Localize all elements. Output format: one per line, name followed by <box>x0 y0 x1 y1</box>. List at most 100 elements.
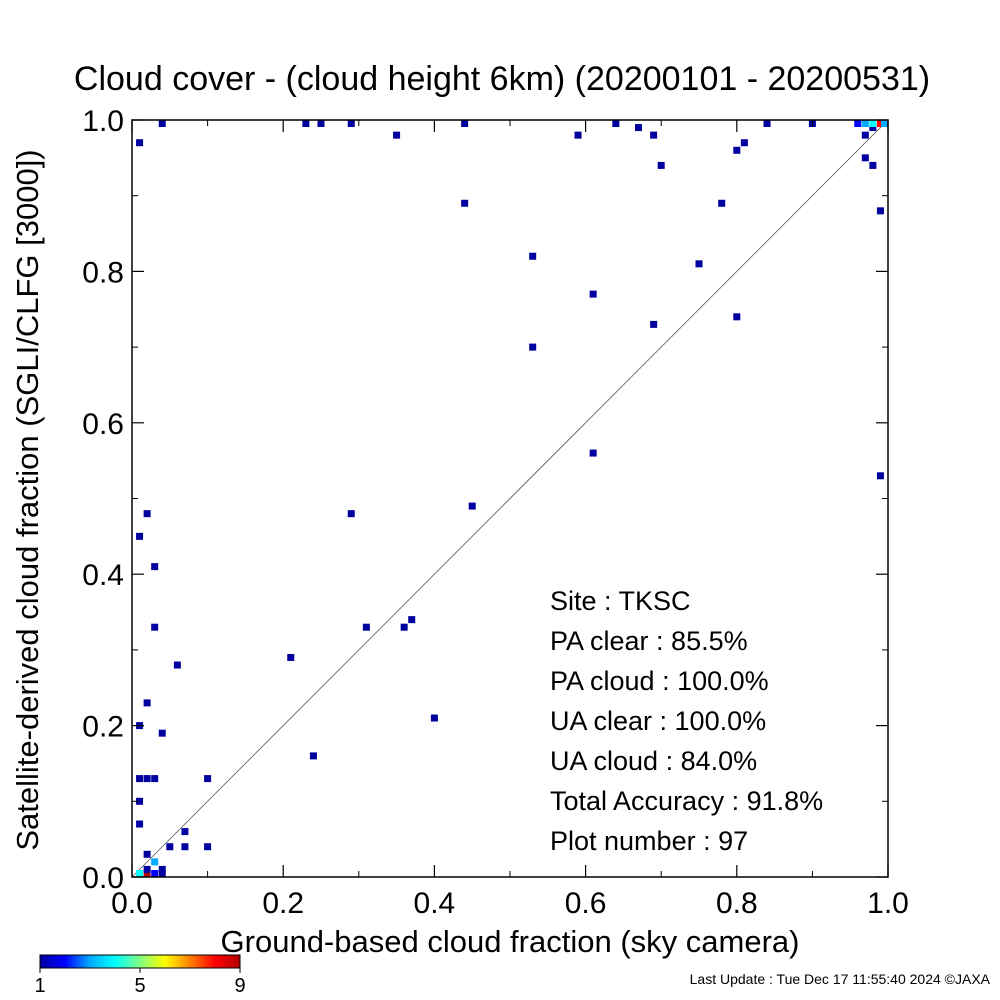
data-point-32 <box>347 510 355 518</box>
chart-title: Cloud cover - (cloud height 6km) (202001… <box>74 60 930 98</box>
data-point-15 <box>143 775 151 783</box>
colorbar-label-0: 1 <box>34 975 45 997</box>
data-point-16 <box>151 775 159 783</box>
stat-line-3: UA clear : 100.0% <box>550 706 766 736</box>
y-tick-label-2: 0.4 <box>82 559 124 592</box>
data-point-24 <box>287 653 295 661</box>
data-point-43 <box>461 199 469 207</box>
data-point-45 <box>657 161 665 169</box>
data-point-59 <box>317 120 325 127</box>
x-axis-label: Ground-based cloud fraction (sky camera) <box>221 924 800 959</box>
data-point-62 <box>612 120 620 127</box>
data-point-11 <box>181 828 189 836</box>
stat-line-5: Total Accuracy : 91.8% <box>550 786 823 816</box>
data-point-36 <box>529 343 537 351</box>
data-point-13 <box>136 797 144 805</box>
y-tick-label-5: 1.0 <box>82 105 124 138</box>
data-point-49 <box>740 139 748 147</box>
stat-line-0: Site : TKSC <box>550 586 691 616</box>
data-point-57 <box>158 120 166 127</box>
plot-area: 0.0 0.2 0.4 0.6 0.8 1.0 0.0 0.2 0.4 0.6 0.8 1.0 <box>82 105 909 920</box>
data-point-9 <box>181 843 189 851</box>
colorbar: 1 5 9 <box>34 954 246 997</box>
statistics-panel: Site : TKSC PA clear : 85.5% PA cloud : 10… <box>550 586 823 856</box>
data-point-54 <box>861 131 869 139</box>
data-point-51 <box>393 131 401 139</box>
stat-line-4: UA cloud : 84.0% <box>550 746 757 776</box>
data-point-41 <box>529 252 537 260</box>
data-point-47 <box>861 154 869 162</box>
data-point-6 <box>151 858 159 866</box>
stat-line-1: PA clear : 85.5% <box>550 626 748 656</box>
data-point-18 <box>309 752 317 760</box>
data-point-1 <box>143 870 151 877</box>
data-point-12 <box>136 820 144 828</box>
data-point-33 <box>468 502 476 510</box>
data-point-67 <box>869 120 877 127</box>
x-tick-label-4: 0.8 <box>716 887 758 920</box>
data-point-8 <box>166 843 174 851</box>
data-point-65 <box>854 120 862 127</box>
data-point-19 <box>158 729 166 737</box>
data-point-48 <box>733 146 741 154</box>
data-point-31 <box>143 510 151 518</box>
data-point-46 <box>869 161 877 169</box>
y-tick-label-4: 0.8 <box>82 256 124 289</box>
data-point-2 <box>151 870 159 877</box>
data-point-50 <box>136 139 144 147</box>
stat-line-6: Plot number : 97 <box>550 826 748 856</box>
data-point-3 <box>158 870 166 877</box>
data-point-44 <box>718 199 726 207</box>
data-point-35 <box>589 449 597 457</box>
data-point-34 <box>876 472 884 480</box>
data-point-63 <box>763 120 771 127</box>
data-point-5 <box>158 865 166 873</box>
x-tick-label-1: 0.2 <box>262 887 304 920</box>
data-point-60 <box>347 120 355 127</box>
data-point-61 <box>461 120 469 127</box>
data-point-58 <box>302 120 310 127</box>
data-point-17 <box>204 775 212 783</box>
data-point-30 <box>136 532 144 540</box>
data-point-40 <box>695 260 703 268</box>
data-point-4 <box>143 865 151 873</box>
data-point-0 <box>136 870 144 877</box>
data-point-56 <box>869 124 877 132</box>
one-to-one-line <box>131 119 889 878</box>
data-point-14 <box>136 775 144 783</box>
data-point-38 <box>733 313 741 321</box>
x-tick-label-5: 1.0 <box>867 887 909 920</box>
data-point-52 <box>574 131 582 139</box>
data-point-66 <box>861 120 869 127</box>
data-point-53 <box>650 131 658 139</box>
data-point-28 <box>408 616 416 624</box>
y-tick-label-3: 0.6 <box>82 408 124 441</box>
colorbar-label-2: 9 <box>234 975 245 997</box>
y-tick-label-0: 0.0 <box>82 862 124 895</box>
data-point-23 <box>173 661 181 669</box>
colorbar-label-1: 5 <box>134 975 145 997</box>
data-point-25 <box>151 623 159 631</box>
stat-line-2: PA cloud : 100.0% <box>550 666 769 696</box>
data-point-10 <box>204 843 212 851</box>
data-point-7 <box>143 850 151 858</box>
data-point-27 <box>400 623 408 631</box>
data-point-26 <box>362 623 370 631</box>
x-tick-label-0: 0.0 <box>111 887 153 920</box>
y-axis-label: Satellite-derived cloud fraction (SGLI/C… <box>10 149 45 850</box>
data-point-55 <box>635 124 643 132</box>
data-point-29 <box>151 563 159 571</box>
data-point-69 <box>881 120 888 127</box>
data-point-39 <box>589 290 597 298</box>
data-point-22 <box>143 699 151 707</box>
colorbar-bar <box>39 954 241 969</box>
x-tick-label-2: 0.4 <box>414 887 456 920</box>
x-tick-label-3: 0.6 <box>565 887 607 920</box>
last-update-footer: Last Update : Tue Dec 17 11:55:40 2024 ©… <box>690 971 991 987</box>
data-point-37 <box>650 320 658 328</box>
data-point-68 <box>876 120 884 127</box>
y-tick-label-1: 0.2 <box>82 711 124 744</box>
data-point-21 <box>430 714 438 722</box>
data-point-42 <box>876 207 884 215</box>
